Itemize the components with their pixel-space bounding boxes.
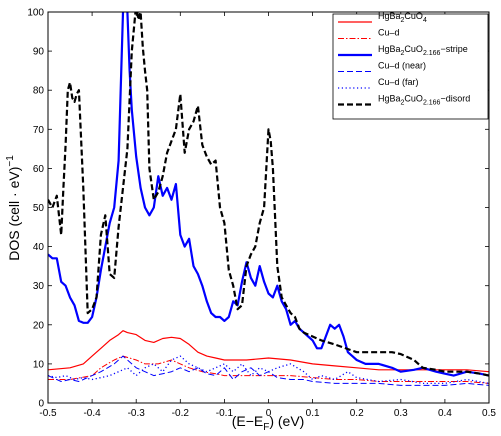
x-tick-label: -0.1 (216, 408, 234, 419)
series-line-6 (48, 12, 489, 377)
x-tick-label: 0 (266, 408, 272, 419)
y-axis-label-superscript: −1 (5, 155, 16, 167)
legend-label: HgBa2CuO2.166−disord (378, 94, 470, 107)
legend: HgBa2CuO4 Cu–d HgBa2CuO2.166−stripe Cu–d (n… (332, 11, 489, 120)
y-tick-label: 80 (33, 86, 45, 97)
legend-label: HgBa2CuO2.166−stripe (378, 44, 468, 57)
series-line-2 (48, 355, 489, 384)
y-tick-label: 10 (33, 359, 45, 370)
x-tick-label: 0.2 (350, 408, 364, 419)
x-tick-label: -0.5 (39, 408, 57, 419)
y-tick-label: 0 (38, 399, 44, 410)
legend-box (332, 13, 489, 120)
y-axis-label: DOS (cell · eV)−1 (5, 155, 22, 261)
x-tick-label: 0.3 (394, 408, 408, 419)
ticks-layer: -0.5 -0.4 -0.3 -0.2 -0.1 0 0.1 0.2 0.3 0.4 0.5 0 10 2… (27, 8, 496, 420)
y-tick-label: 50 (33, 203, 45, 214)
x-tick-label: 0.4 (438, 408, 452, 419)
x-tick-label: -0.2 (172, 408, 190, 419)
y-tick-label: 30 (33, 281, 45, 292)
y-tick-label: 100 (27, 8, 44, 19)
series-line-1 (48, 330, 489, 373)
x-tick-label: -0.3 (128, 408, 146, 419)
x-axis-label-subscript: F (263, 422, 269, 433)
legend-label: Cu–d (378, 28, 400, 38)
y-tick-label: 90 (33, 47, 45, 58)
y-tick-label: 20 (33, 320, 45, 331)
series-line-4 (48, 355, 489, 386)
x-tick-label: -0.4 (83, 408, 101, 419)
y-tick-label: 70 (33, 125, 45, 136)
series-line-3 (48, 12, 489, 377)
y-tick-label: 60 (33, 164, 45, 175)
x-axis-label: (E−EF) (eV) (232, 413, 305, 433)
x-tick-label: 0.1 (306, 408, 320, 419)
legend-label: Cu–d (near) (378, 61, 426, 71)
y-tick-label: 40 (33, 242, 45, 253)
legend-label: Cu–d (far) (378, 77, 419, 87)
series-layer (48, 12, 489, 386)
x-tick-label: 0.5 (482, 408, 496, 419)
legend-label: HgBa2CuO4 (378, 11, 427, 24)
series-line-5 (48, 355, 489, 385)
